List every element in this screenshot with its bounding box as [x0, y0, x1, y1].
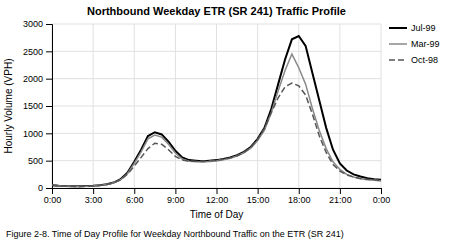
tick-mark: [46, 133, 52, 134]
legend-item: Oct-98: [389, 55, 438, 65]
tick-label: 15:00: [247, 195, 270, 205]
grid-line-y: [52, 24, 381, 25]
tick-label: 2500: [23, 47, 43, 57]
tick: 18:00: [288, 188, 311, 205]
tick-mark: [381, 188, 382, 194]
axis-line: [53, 189, 382, 195]
y-axis: 0 500 1000 1500 2000 2500 3000: [23, 19, 53, 193]
tick-mark: [134, 188, 135, 194]
tick-label: 2000: [23, 74, 43, 84]
tick-mark: [46, 106, 52, 107]
chart: 0:003:006:009:0012:0015:0018:0021:000:00…: [0, 0, 459, 244]
legend-item: Mar-99: [389, 39, 440, 49]
axis-line: [46, 25, 53, 189]
series-line: [52, 36, 381, 186]
tick-mark: [46, 188, 52, 189]
tick: 6:00: [126, 188, 144, 205]
legend: Jul-99 Mar-99 Oct-98: [389, 23, 440, 65]
tick-mark: [46, 161, 52, 162]
legend-item: Jul-99: [389, 23, 436, 33]
tick-label: 18:00: [288, 195, 311, 205]
grid: [52, 24, 381, 188]
y-axis-title: Hourly Volume (VPH): [3, 58, 14, 153]
tick: 3000: [23, 19, 52, 29]
tick-mark: [299, 188, 300, 194]
tick-mark: [175, 188, 176, 194]
legend-label: Jul-99: [411, 23, 436, 33]
plot-area: [52, 36, 381, 186]
tick-mark: [93, 188, 94, 194]
tick-label: 6:00: [126, 195, 144, 205]
tick: 1000: [23, 129, 52, 139]
tick: 0: [38, 183, 52, 193]
grid-line-y: [52, 106, 381, 107]
tick-mark: [46, 51, 52, 52]
tick: 21:00: [329, 188, 352, 205]
tick-label: 1000: [23, 129, 43, 139]
tick-label: 9:00: [167, 195, 185, 205]
grid-line-y: [52, 133, 381, 134]
legend-swatch: [389, 59, 407, 61]
tick: 0:00: [373, 188, 391, 205]
tick: 2500: [23, 47, 52, 57]
tick: 500: [28, 156, 52, 166]
tick-label: 12:00: [206, 195, 229, 205]
tick-label: 3:00: [85, 195, 103, 205]
tick-mark: [340, 188, 341, 194]
legend-swatch: [389, 43, 407, 45]
grid-line-y: [52, 78, 381, 79]
tick: 3:00: [85, 188, 103, 205]
grid-line-y: [52, 51, 381, 52]
x-axis-title: Time of Day: [190, 209, 244, 220]
tick-mark: [217, 188, 218, 194]
tick-label: 500: [28, 156, 43, 166]
tick-mark: [46, 24, 52, 25]
tick: 9:00: [167, 188, 185, 205]
series-line: [52, 54, 381, 186]
tick: 15:00: [247, 188, 270, 205]
legend-label: Mar-99: [411, 39, 440, 49]
tick: 1500: [23, 101, 52, 111]
series-line: [52, 83, 381, 186]
x-axis: 0:00 3:00 6:00 9:00 12:00 15:00 18:00 21:00 0:00: [44, 188, 391, 205]
tick-label: 0:00: [44, 195, 62, 205]
tick-mark: [46, 79, 52, 80]
tick-label: 0: [38, 183, 43, 193]
tick: 2000: [23, 74, 52, 84]
tick: 0:00: [44, 188, 62, 205]
tick-label: 1500: [23, 101, 43, 111]
tick: 12:00: [206, 188, 229, 205]
tick-label: 3000: [23, 19, 43, 29]
tick-label: 0:00: [373, 195, 391, 205]
title: Northbound Weekday ETR (SR 241) Traffic …: [87, 5, 346, 17]
legend-swatch: [389, 27, 407, 29]
caption: Figure 2-8. Time of Day Profile for Week…: [6, 229, 344, 239]
legend-label: Oct-98: [411, 55, 438, 65]
tick-label: 21:00: [329, 195, 352, 205]
tick-mark: [258, 188, 259, 194]
